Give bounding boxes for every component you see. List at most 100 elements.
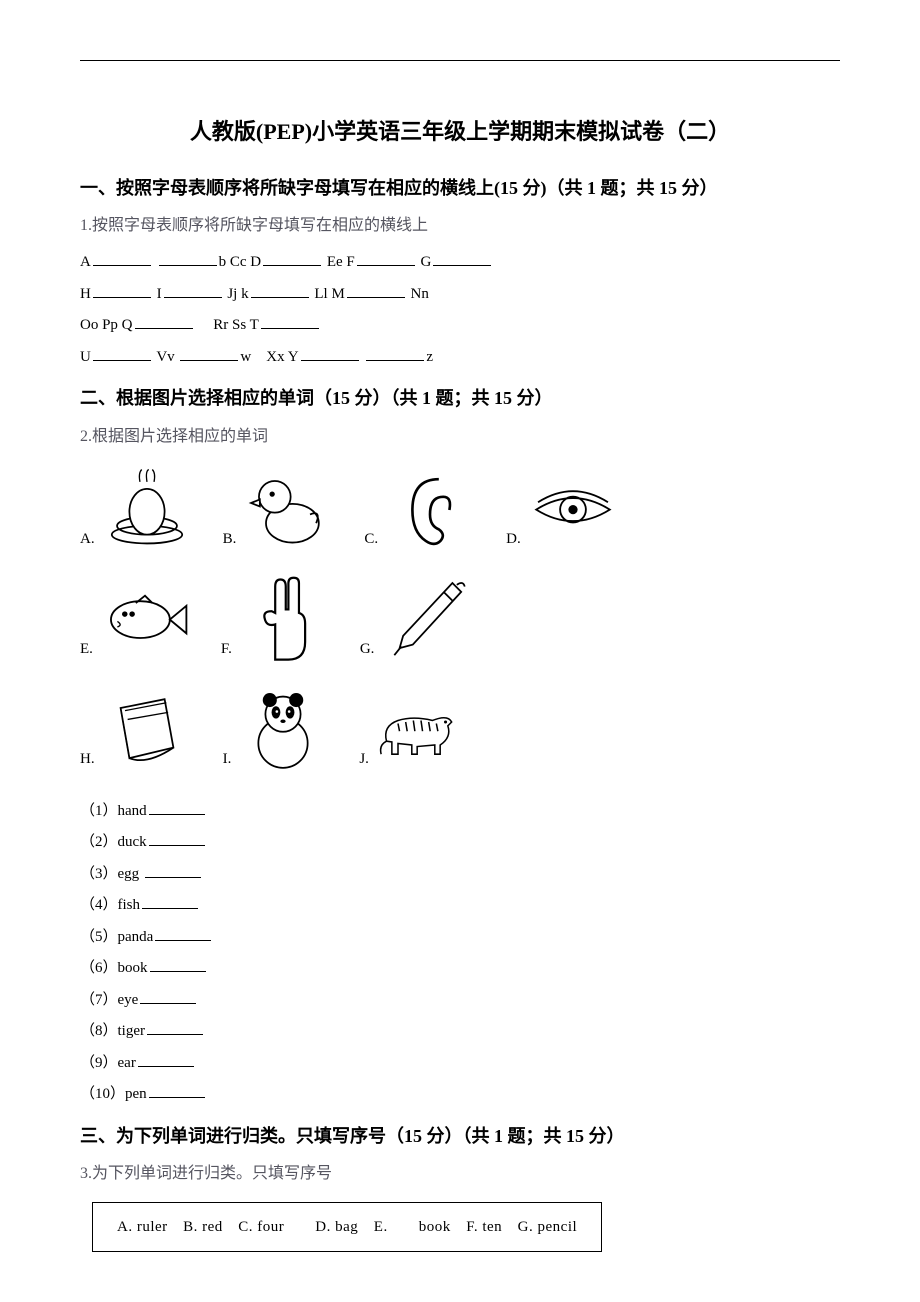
img-item-g: G. [360, 576, 473, 664]
answer-2: （2）duck [80, 827, 840, 859]
section3-intro: 3.为下列单词进行归类。只填写序号 [80, 1159, 840, 1189]
blank[interactable] [251, 282, 309, 298]
blank[interactable] [347, 282, 405, 298]
fish-icon [99, 576, 191, 664]
blank[interactable] [301, 345, 359, 361]
blank[interactable] [145, 862, 201, 878]
blank[interactable] [149, 830, 205, 846]
txt: Nn [411, 286, 429, 302]
label-c: C. [364, 525, 378, 554]
blank[interactable] [150, 956, 206, 972]
answer-5: （5）panda [80, 922, 840, 954]
txt: Ee F [327, 254, 355, 270]
image-row-3: H. I. J. [80, 686, 840, 774]
image-row-2: E. F. G. [80, 576, 840, 664]
blank[interactable] [159, 250, 217, 266]
answer-3: （3）egg [80, 859, 840, 891]
txt: b Cc D [219, 254, 262, 270]
section1-heading: 一、按照字母表顺序将所缺字母填写在相应的横线上(15 分)（共 1 题；共 15… [80, 171, 840, 205]
image-row-1: A. B. C. D. [80, 466, 840, 554]
blank[interactable] [140, 988, 196, 1004]
img-item-b: B. [223, 466, 335, 554]
blank[interactable] [366, 345, 424, 361]
txt: G [421, 254, 432, 270]
blank[interactable] [138, 1051, 194, 1067]
blank[interactable] [263, 250, 321, 266]
duck-icon [242, 466, 334, 554]
blank[interactable] [147, 1019, 203, 1035]
blank[interactable] [93, 250, 151, 266]
blank[interactable] [433, 250, 491, 266]
panda-icon [237, 686, 329, 774]
txt: A [80, 254, 91, 270]
img-item-i: I. [223, 686, 330, 774]
blank[interactable] [93, 282, 151, 298]
blank[interactable] [93, 345, 151, 361]
section2-heading: 二、根据图片选择相应的单词（15 分）（共 1 题；共 15 分） [80, 381, 840, 415]
answer-8: （8）tiger [80, 1016, 840, 1048]
letters-line-4: U Vv w Xx Y z [80, 342, 840, 374]
egg-icon [101, 466, 193, 554]
blank[interactable] [261, 313, 319, 329]
answer-label: （3）egg [80, 866, 139, 882]
blank[interactable] [149, 1082, 205, 1098]
eye-icon [527, 466, 619, 554]
blank[interactable] [164, 282, 222, 298]
img-item-h: H. [80, 686, 193, 774]
section2-intro: 2.根据图片选择相应的单词 [80, 422, 840, 452]
blank[interactable] [135, 313, 193, 329]
img-item-a: A. [80, 466, 193, 554]
label-f: F. [221, 635, 232, 664]
letters-line-2: H I Jj k Ll M Nn [80, 279, 840, 311]
letters-line-1: A b Cc D Ee F G [80, 247, 840, 279]
txt: H [80, 286, 91, 302]
blank[interactable] [155, 925, 211, 941]
blank[interactable] [357, 250, 415, 266]
txt: I [157, 286, 162, 302]
answer-label: （10）pen [80, 1086, 147, 1102]
answer-label: （6）book [80, 960, 148, 976]
answer-1: （1）hand [80, 796, 840, 828]
txt: Rr Ss T [213, 317, 259, 333]
txt: Vv [156, 349, 174, 365]
txt: Xx Y [266, 349, 298, 365]
answer-9: （9）ear [80, 1048, 840, 1080]
blank[interactable] [149, 799, 205, 815]
label-d: D. [506, 525, 521, 554]
section3-heading: 三、为下列单词进行归类。只填写序号（15 分）（共 1 题；共 15 分） [80, 1119, 840, 1153]
page-title: 人教版(PEP)小学英语三年级上学期期末模拟试卷（二） [80, 111, 840, 153]
answer-label: （2）duck [80, 834, 147, 850]
txt: w [240, 349, 251, 365]
hand-icon [238, 576, 330, 664]
label-g: G. [360, 635, 375, 664]
label-j: J. [359, 745, 369, 774]
section1-intro: 1.按照字母表顺序将所缺字母填写在相应的横线上 [80, 211, 840, 241]
ear-icon [384, 466, 476, 554]
img-item-f: F. [221, 576, 330, 664]
answer-4: （4）fish [80, 890, 840, 922]
tiger-icon [375, 686, 467, 774]
answer-label: （8）tiger [80, 1023, 145, 1039]
txt: Jj k [227, 286, 248, 302]
top-rule [80, 60, 840, 61]
answer-label: （1）hand [80, 803, 147, 819]
txt: U [80, 349, 91, 365]
txt: Ll M [314, 286, 344, 302]
img-item-j: J. [359, 686, 467, 774]
answer-label: （7）eye [80, 992, 138, 1008]
answers-list: （1）hand （2）duck （3）egg （4）fish （5）panda … [80, 796, 840, 1111]
img-item-d: D. [506, 466, 619, 554]
blank[interactable] [142, 893, 198, 909]
book-icon [101, 686, 193, 774]
letters-line-3: Oo Pp Q Rr Ss T [80, 310, 840, 342]
answer-6: （6）book [80, 953, 840, 985]
img-item-e: E. [80, 576, 191, 664]
label-h: H. [80, 745, 95, 774]
label-b: B. [223, 525, 237, 554]
answer-label: （9）ear [80, 1055, 136, 1071]
txt: z [426, 349, 433, 365]
answer-10: （10）pen [80, 1079, 840, 1111]
blank[interactable] [180, 345, 238, 361]
answer-label: （5）panda [80, 929, 153, 945]
img-item-c: C. [364, 466, 476, 554]
